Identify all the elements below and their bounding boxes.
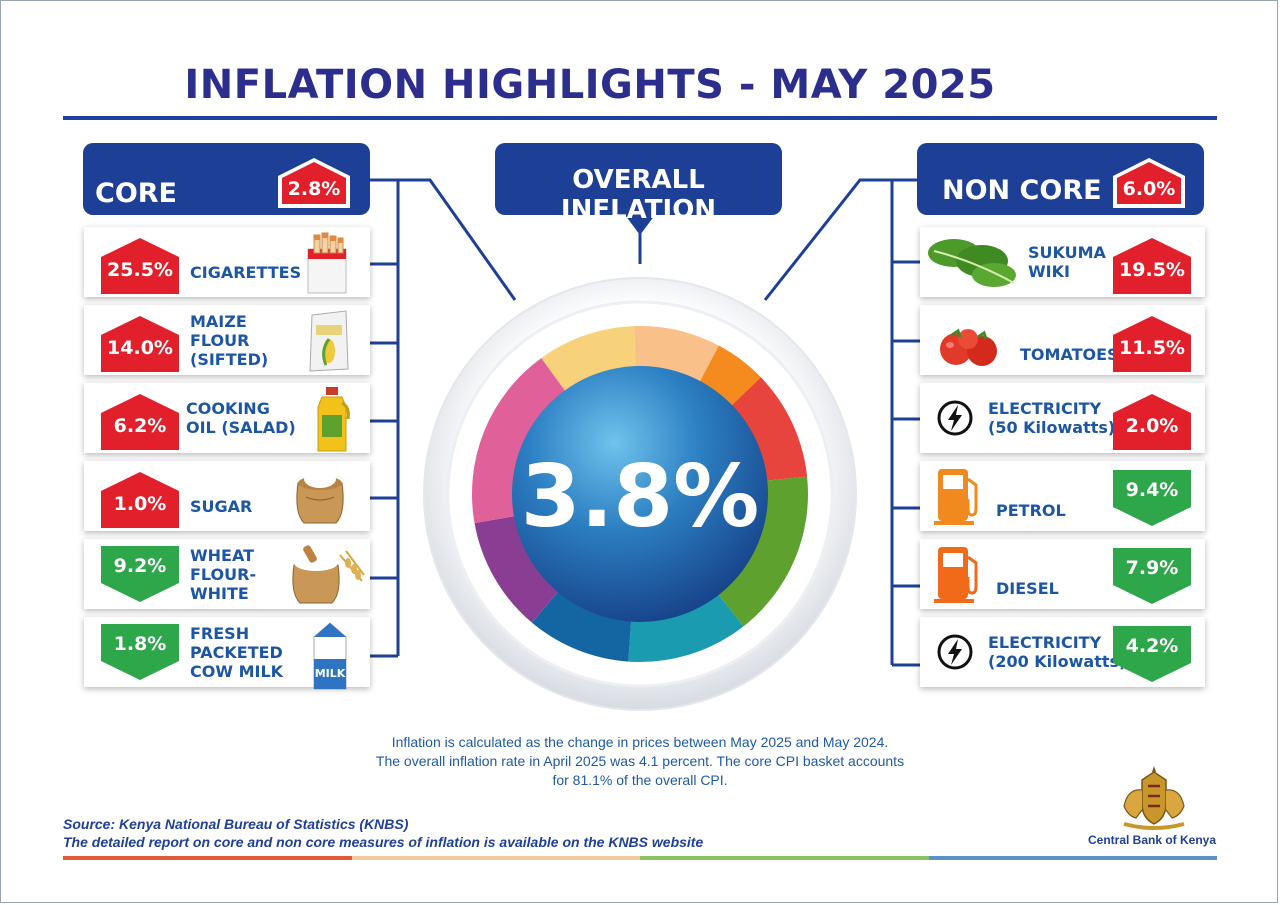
noncore-item-card: ELECTRICITY (50 Kilowatts) 2.0% bbox=[920, 383, 1205, 453]
core-label: CORE bbox=[95, 178, 178, 209]
core-value: 2.8% bbox=[287, 178, 341, 200]
item-value: 1.8% bbox=[113, 633, 167, 655]
donut-segment bbox=[472, 358, 571, 524]
svg-text:MILK: MILK bbox=[315, 667, 346, 680]
page-title: INFLATION HIGHLIGHTS - MAY 2025 bbox=[184, 62, 996, 108]
cooking-oil-bottle-icon bbox=[312, 385, 352, 459]
note-line-3: for 81.1% of the overall CPI. bbox=[552, 772, 728, 788]
donut-segment bbox=[474, 514, 565, 623]
core-item-label: MAIZE FLOUR (SIFTED) bbox=[190, 312, 269, 369]
electricity-icon bbox=[936, 399, 974, 441]
core-item-label: WHEAT FLOUR- WHITE bbox=[190, 546, 257, 603]
noncore-item-label: ELECTRICITY (200 Kilowatts) bbox=[988, 633, 1127, 671]
noncore-item-badge: 7.9% bbox=[1112, 547, 1192, 605]
overall-inflation-value: 3.8% bbox=[521, 447, 760, 547]
core-item-card: 1.0% SUGAR bbox=[84, 461, 370, 531]
noncore-item-label: DIESEL bbox=[996, 579, 1059, 598]
note-line-2: The overall inflation rate in April 2025… bbox=[375, 753, 905, 769]
noncore-item-card: SUKUMA WIKI 19.5% bbox=[920, 227, 1205, 297]
noncore-value-badge: 6.0% bbox=[1111, 156, 1187, 210]
item-value: 9.2% bbox=[113, 555, 167, 577]
petrol-pump-icon bbox=[932, 465, 984, 531]
title-underline bbox=[63, 116, 1217, 120]
noncore-item-label: PETROL bbox=[996, 501, 1066, 520]
noncore-item-card: PETROL 9.4% bbox=[920, 461, 1205, 531]
item-value: 1.0% bbox=[113, 493, 167, 515]
note-line-1: Inflation is calculated as the change in… bbox=[391, 734, 889, 750]
item-value: 2.0% bbox=[1125, 415, 1179, 437]
core-item-badge: 25.5% bbox=[100, 237, 180, 295]
noncore-item-badge: 2.0% bbox=[1112, 393, 1192, 451]
core-item-label: CIGARETTES bbox=[190, 263, 302, 282]
cbk-name: Central Bank of Kenya bbox=[1088, 833, 1217, 847]
item-value: 6.2% bbox=[113, 415, 167, 437]
core-item-badge: 6.2% bbox=[100, 393, 180, 451]
noncore-label: NON CORE bbox=[942, 175, 1102, 206]
cigarettes-icon bbox=[302, 229, 352, 299]
core-item-badge: 14.0% bbox=[100, 315, 180, 373]
core-item-card: 14.0% MAIZE FLOUR (SIFTED) bbox=[84, 305, 370, 375]
noncore-item-badge: 19.5% bbox=[1112, 237, 1192, 295]
source-detail-line: The detailed report on core and non core… bbox=[63, 834, 704, 850]
noncore-item-label: TOMATOES bbox=[1020, 345, 1119, 364]
noncore-item-label: SUKUMA WIKI bbox=[1028, 243, 1106, 281]
core-item-card: 9.2% WHEAT FLOUR- WHITE bbox=[84, 539, 370, 609]
noncore-item-badge: 4.2% bbox=[1112, 625, 1192, 683]
cbk-coat-of-arms-logo bbox=[1123, 766, 1185, 830]
donut-segment bbox=[724, 377, 808, 482]
noncore-item-label: ELECTRICITY (50 Kilowatts) bbox=[988, 399, 1116, 437]
bottom-bar-segment bbox=[351, 856, 640, 860]
core-item-badge: 1.8% bbox=[100, 623, 180, 681]
sugar-sack-icon bbox=[288, 463, 352, 529]
core-item-card: 6.2% COOKING OIL (SALAD) bbox=[84, 383, 370, 453]
item-value: 14.0% bbox=[107, 337, 173, 359]
noncore-item-badge: 9.4% bbox=[1112, 469, 1192, 527]
noncore-item-card: TOMATOES 11.5% bbox=[920, 305, 1205, 375]
core-value-badge: 2.8% bbox=[276, 156, 352, 210]
core-item-badge: 9.2% bbox=[100, 545, 180, 603]
donut-segment bbox=[712, 476, 808, 627]
maize-flour-bag-icon bbox=[306, 307, 352, 377]
noncore-item-card: DIESEL 7.9% bbox=[920, 539, 1205, 609]
core-item-card: 25.5% CIGARETTES bbox=[84, 227, 370, 297]
bottom-bar-segment bbox=[928, 856, 1217, 860]
donut-segment bbox=[532, 584, 632, 662]
overall-inflation-label: OVERALL INFLATION bbox=[560, 165, 717, 225]
donut-center bbox=[512, 366, 768, 622]
electricity-icon bbox=[936, 633, 974, 675]
wheat-flour-sack-icon bbox=[286, 541, 366, 611]
bottom-bar-segment bbox=[640, 856, 929, 860]
overall-inflation-donut: 3.8% bbox=[423, 277, 857, 711]
core-item-label: SUGAR bbox=[190, 497, 253, 516]
core-item-label: FRESH PACKETED COW MILK bbox=[190, 624, 284, 681]
bottom-bar-segment bbox=[63, 856, 352, 860]
core-item-card: 1.8% FRESH PACKETED COW MILK MILK bbox=[84, 617, 370, 690]
tomatoes-icon bbox=[934, 319, 1006, 373]
item-value: 4.2% bbox=[1125, 635, 1179, 657]
item-value: 9.4% bbox=[1125, 479, 1179, 501]
noncore-value: 6.0% bbox=[1122, 178, 1176, 200]
noncore-item-card: ELECTRICITY (200 Kilowatts) 4.2% bbox=[920, 617, 1205, 687]
overall-inflation-header: OVERALL INFLATION bbox=[495, 143, 782, 235]
diesel-pump-icon bbox=[932, 543, 984, 609]
donut-segment bbox=[541, 326, 636, 399]
source-line: Source: Kenya National Bureau of Statist… bbox=[63, 816, 409, 832]
sukuma-wiki-icon bbox=[924, 231, 1020, 295]
methodology-note: Inflation is calculated as the change in… bbox=[320, 733, 960, 790]
noncore-item-badge: 11.5% bbox=[1112, 315, 1192, 373]
item-value: 11.5% bbox=[1119, 337, 1185, 359]
donut-segment bbox=[628, 586, 744, 662]
item-value: 25.5% bbox=[107, 259, 173, 281]
core-item-label: COOKING OIL (SALAD) bbox=[186, 399, 296, 437]
item-value: 7.9% bbox=[1125, 557, 1179, 579]
bottom-color-bar bbox=[63, 856, 1217, 860]
core-item-badge: 1.0% bbox=[100, 471, 180, 529]
milk-carton-icon: MILK bbox=[308, 619, 352, 695]
item-value: 19.5% bbox=[1119, 259, 1185, 281]
